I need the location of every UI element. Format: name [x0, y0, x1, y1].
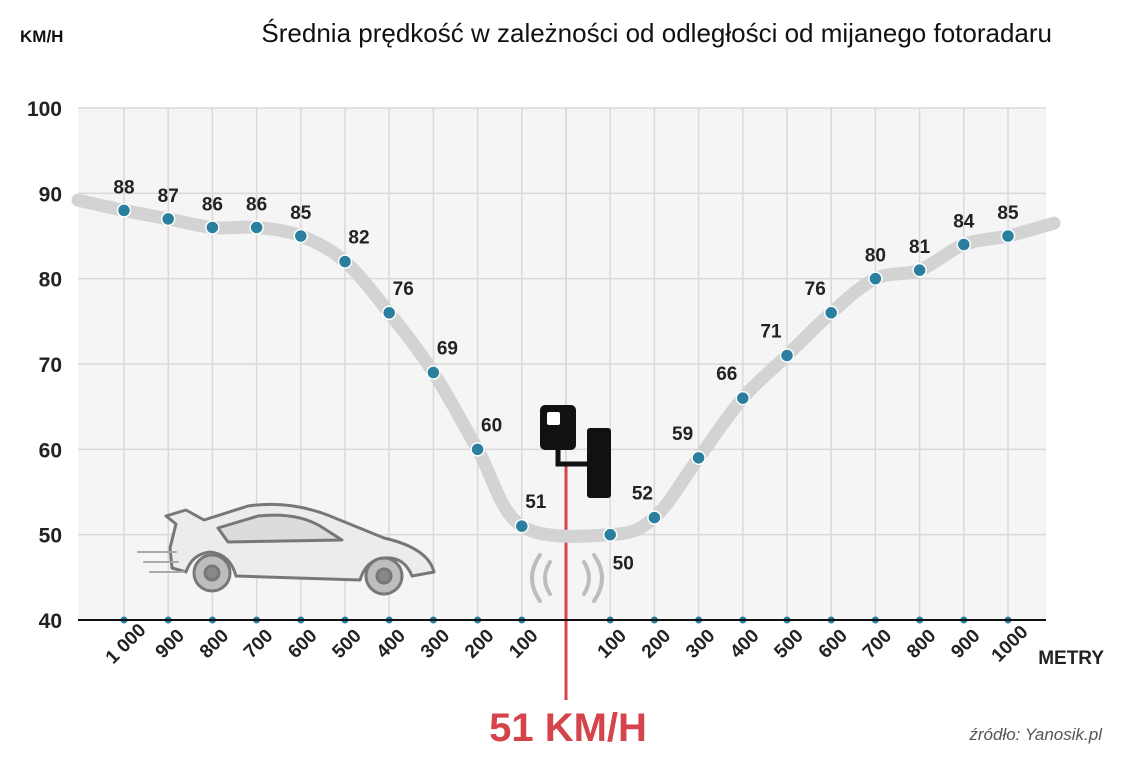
data-point: [868, 271, 883, 286]
data-label: 82: [348, 228, 369, 249]
y-tick-label: 50: [39, 525, 62, 548]
data-point: [426, 365, 441, 380]
speed-curve-line: [71, 193, 1061, 543]
data-label: 80: [865, 246, 886, 267]
y-tick-label: 100: [27, 98, 62, 121]
data-label: 59: [672, 424, 693, 445]
data-point: [205, 220, 220, 235]
car-icon: [137, 502, 436, 596]
data-labels: 88 87 86 86 85 82 76 69 60 51 50 52 59 66 71 76 80 81 84 85: [113, 177, 1019, 574]
data-label: 71: [760, 321, 782, 342]
data-label: 85: [290, 203, 312, 224]
y-tick-label: 40: [39, 610, 62, 633]
data-label: 69: [437, 339, 458, 360]
data-point: [381, 305, 397, 321]
data-label: 85: [997, 203, 1019, 224]
data-label: 84: [953, 212, 975, 233]
data-label: 76: [393, 279, 414, 300]
data-point: [912, 262, 927, 278]
data-point: [337, 254, 353, 269]
data-label: 76: [805, 279, 826, 300]
data-point: [956, 237, 972, 252]
data-point: [470, 442, 485, 457]
data-point: [647, 510, 662, 525]
data-label: 87: [158, 186, 179, 207]
data-point: [116, 203, 132, 218]
data-label: 81: [909, 237, 931, 258]
speed-camera-icon: [540, 405, 611, 498]
y-axis-ticks: 40 50 60 70 80 90 100: [27, 98, 62, 633]
data-point: [691, 450, 706, 466]
y-tick-label: 70: [39, 354, 62, 377]
data-label: 60: [481, 415, 502, 436]
y-tick-label: 60: [39, 439, 62, 462]
y-tick-label: 80: [39, 269, 62, 292]
data-label: 50: [613, 554, 634, 575]
data-point: [249, 220, 264, 235]
data-label: 88: [113, 177, 134, 198]
average-speed-label: 51 KM/H: [489, 706, 647, 750]
data-point: [293, 228, 309, 244]
x-axis-label: METRY: [1038, 648, 1104, 669]
data-label: 86: [202, 194, 223, 215]
axis-markers: [120, 616, 1012, 624]
chart-title: Średnia prędkość w zależności od odległo…: [261, 18, 1052, 48]
data-point: [735, 390, 751, 406]
data-point: [823, 305, 839, 321]
source-note: źródło: Yanosik.pl: [968, 725, 1103, 744]
data-point: [779, 348, 795, 363]
data-label: 66: [716, 364, 737, 385]
data-point: [1000, 228, 1016, 244]
data-label: 52: [632, 484, 653, 505]
speed-curve: [71, 193, 1061, 543]
data-point: [602, 527, 618, 542]
y-tick-label: 90: [39, 183, 62, 206]
data-label: 51: [525, 492, 547, 513]
data-points: [116, 203, 1016, 542]
data-label: 86: [246, 194, 267, 215]
y-axis-label: KM/H: [20, 27, 63, 46]
data-point: [514, 518, 530, 534]
data-point: [160, 211, 176, 227]
radar-signal-icon: [530, 553, 604, 603]
